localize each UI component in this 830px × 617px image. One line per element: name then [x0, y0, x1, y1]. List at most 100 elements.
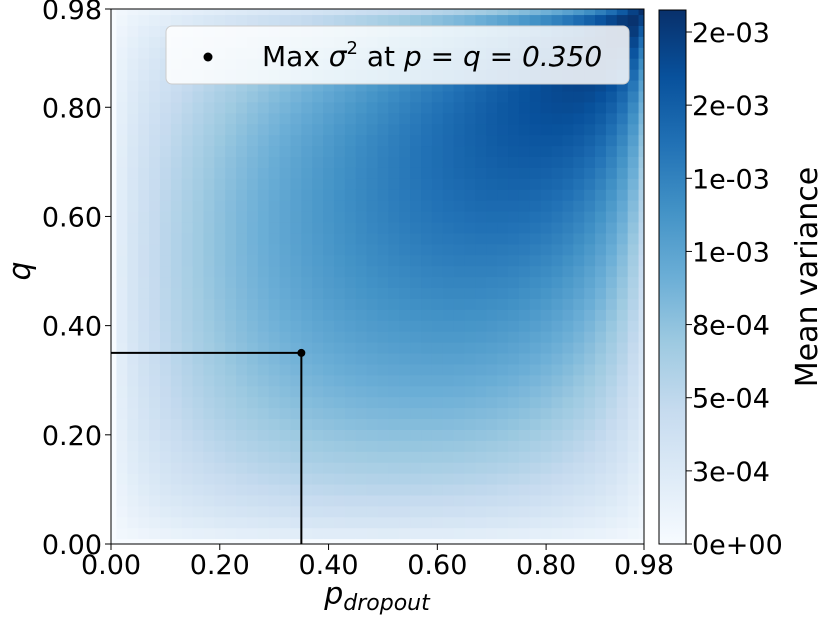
heatmap-cell	[453, 505, 466, 518]
heatmap-cell	[595, 440, 607, 452]
heatmap-cell	[214, 352, 226, 365]
heatmap-cell	[529, 363, 542, 376]
heatmap-cell	[464, 309, 476, 321]
heatmap-cell	[138, 210, 150, 223]
heatmap-cell	[301, 79, 313, 92]
heatmap-cell	[170, 276, 183, 289]
heatmap-cell	[486, 385, 498, 398]
heatmap-cell	[475, 112, 487, 125]
heatmap-cell	[464, 462, 476, 474]
heatmap-cell	[312, 374, 324, 387]
heatmap-cell	[616, 298, 629, 310]
heatmap-cell	[127, 396, 139, 409]
heatmap-cell	[138, 298, 150, 310]
heatmap-cell	[638, 134, 644, 147]
heatmap-cell	[464, 320, 476, 332]
heatmap-cell	[475, 429, 487, 441]
heatmap-cell	[279, 462, 292, 474]
heatmap-cell	[268, 418, 281, 430]
heatmap-cell	[127, 385, 139, 398]
heatmap-cell	[257, 407, 270, 420]
heatmap-cell	[529, 505, 542, 518]
heatmap-cell	[421, 200, 433, 212]
heatmap-cell	[573, 298, 585, 310]
heatmap-cell	[551, 320, 564, 332]
heatmap-cell	[192, 112, 205, 125]
heatmap-cell	[377, 79, 389, 92]
heatmap-cell	[595, 221, 607, 234]
heatmap-cell	[290, 516, 302, 529]
heatmap-cell	[464, 396, 476, 409]
heatmap-cell	[192, 254, 205, 267]
heatmap-cell	[442, 265, 455, 278]
heatmap-cell	[410, 331, 422, 343]
heatmap-cell	[279, 363, 292, 376]
heatmap-cell	[225, 145, 237, 157]
heatmap-cell	[246, 309, 259, 321]
heatmap-cell	[453, 167, 466, 179]
heatmap-cell	[214, 309, 226, 321]
heatmap-cell	[377, 352, 389, 365]
heatmap-cell	[551, 396, 564, 409]
heatmap-cell	[290, 342, 302, 354]
heatmap-cell	[344, 79, 357, 92]
heatmap-cell	[170, 331, 183, 343]
heatmap-cell	[236, 352, 248, 365]
heatmap-cell	[486, 451, 498, 463]
heatmap-cell	[312, 200, 324, 212]
heatmap-cell	[257, 538, 270, 544]
heatmap-cell	[464, 352, 476, 365]
heatmap-cell	[584, 473, 596, 485]
heatmap-cell	[399, 14, 411, 26]
heatmap-cell	[111, 440, 118, 452]
heatmap-cell	[138, 309, 150, 321]
heatmap-cell	[290, 101, 302, 114]
heatmap-cell	[192, 243, 205, 256]
heatmap-cell	[497, 243, 509, 256]
heatmap-cell	[323, 210, 335, 223]
heatmap-cell	[486, 232, 498, 245]
heatmap-cell	[595, 254, 607, 267]
heatmap-cell	[279, 352, 292, 365]
heatmap-cell	[388, 418, 400, 430]
heatmap-cell	[562, 178, 574, 190]
heatmap-cell	[431, 516, 444, 529]
heatmap-cell	[203, 200, 215, 212]
heatmap-cell	[181, 210, 194, 223]
heatmap-cell	[551, 112, 564, 125]
heatmap-cell	[290, 90, 302, 103]
heatmap-cell	[344, 134, 357, 147]
heatmap-cell	[486, 538, 498, 544]
heatmap-cell	[540, 79, 553, 92]
heatmap-cell	[540, 483, 553, 496]
heatmap-cell	[203, 14, 215, 26]
heatmap-cell	[268, 309, 281, 321]
heatmap-cell	[301, 407, 313, 420]
heatmap-cell	[301, 287, 313, 299]
heatmap-cell	[268, 134, 281, 147]
heatmap-cell	[312, 276, 324, 289]
heatmap-cell	[236, 462, 248, 474]
heatmap-cell	[257, 396, 270, 409]
heatmap-cell	[323, 101, 335, 114]
heatmap-cell	[301, 90, 313, 103]
heatmap-cell	[605, 221, 618, 234]
heatmap-cell	[518, 287, 531, 299]
heatmap-cell	[333, 407, 346, 420]
heatmap-cell	[410, 156, 422, 168]
heatmap-cell	[170, 145, 183, 157]
heatmap-cell	[475, 101, 487, 114]
heatmap-cell	[333, 112, 346, 125]
heatmap-cell	[573, 309, 585, 321]
heatmap-cell	[279, 494, 292, 507]
heatmap-cell	[312, 178, 324, 190]
colorbar-tick-label: 1e-03	[692, 164, 770, 195]
heatmap-cell	[595, 123, 607, 136]
heatmap-cell	[355, 178, 368, 190]
heatmap-cell	[410, 254, 422, 267]
heatmap-cell	[518, 243, 531, 256]
heatmap-cell	[138, 331, 150, 343]
heatmap-cell	[323, 14, 335, 26]
heatmap-cell	[627, 123, 640, 136]
heatmap-cell	[225, 178, 237, 190]
